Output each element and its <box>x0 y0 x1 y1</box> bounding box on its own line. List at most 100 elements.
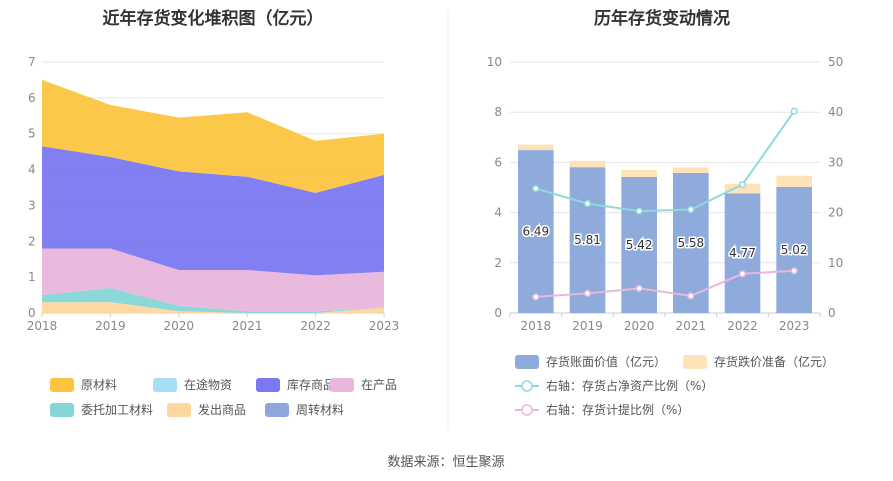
left-legend-item[interactable]: 库存商品 <box>256 377 335 392</box>
legend-swatch <box>50 378 74 392</box>
legend-swatch <box>153 378 177 392</box>
left-y-tick: 5 <box>28 127 36 141</box>
area-委托加工材料 <box>42 287 384 313</box>
right-y-axis-left: 0 2 4 6 8 10 <box>487 55 502 320</box>
bar-book-value <box>569 167 606 313</box>
bar-value-label: 5.42 <box>626 238 653 252</box>
right-x-tick: 2019 <box>572 319 603 333</box>
line-point <box>532 184 540 193</box>
legend-label: 在产品 <box>361 378 397 392</box>
legend-label: 库存商品 <box>287 377 335 392</box>
line-series <box>535 269 795 298</box>
right-x-tick: 2022 <box>727 319 758 333</box>
right-legend: 存货账面价值（亿元） 存货跌价准备（亿元）右轴：存货占净资产比例（%） 右轴：存货计… <box>515 354 834 417</box>
bar-impairment <box>518 144 554 151</box>
right-x-tick: 2018 <box>521 319 552 333</box>
right-y2-tick: 50 <box>828 55 843 69</box>
left-y-axis: 0 1 2 3 4 5 6 7 <box>28 55 36 320</box>
line-point <box>738 180 747 189</box>
right-y-tick: 0 <box>494 306 502 320</box>
right-bar-series <box>518 144 812 313</box>
left-area-series <box>42 79 384 313</box>
legend-label: 存货账面价值（亿元） <box>546 354 666 369</box>
right-y2-tick: 20 <box>828 206 843 220</box>
bar-impairment <box>673 167 709 173</box>
line-point <box>790 267 798 275</box>
right-chart-title: 历年存货变动情况 <box>594 8 730 29</box>
legend-swatch <box>330 378 354 392</box>
line-point <box>635 284 643 292</box>
right-legend-item[interactable]: 右轴：存货计提比例（%） <box>515 402 689 417</box>
right-y-axis-right: 0 10 20 30 40 50 <box>828 55 843 320</box>
left-legend-item[interactable]: 在途物资 <box>153 377 232 392</box>
left-legend-item[interactable]: 原材料 <box>50 378 117 392</box>
legend-label: 在途物资 <box>184 377 232 392</box>
left-y-tick: 4 <box>28 163 36 177</box>
right-y2-tick: 10 <box>828 256 843 270</box>
bar-book-value <box>518 150 554 313</box>
legend-swatch <box>515 355 539 369</box>
right-grid <box>510 61 820 314</box>
data-source: 数据来源：恒生聚源 <box>387 455 504 470</box>
left-legend-item[interactable]: 发出商品 <box>167 402 246 417</box>
bar-line-chart: 历年存货变动情况 6.49 5.81 5.42 5.58 4.77 5.02 0 2 4 6 8 1… <box>487 8 844 417</box>
right-legend-item[interactable]: 存货跌价准备（亿元） <box>683 354 834 369</box>
left-legend-item[interactable]: 委托加工材料 <box>50 403 153 417</box>
legend-label: 存货跌价准备（亿元） <box>714 354 834 369</box>
line-series <box>535 110 796 213</box>
area-在产品 <box>42 248 384 312</box>
left-legend-item[interactable]: 周转材料 <box>265 402 344 417</box>
area-库存商品 <box>42 146 384 276</box>
left-x-tick: 2019 <box>95 319 126 333</box>
legend-label: 右轴：存货计提比例（%） <box>546 402 689 417</box>
legend-swatch <box>50 403 74 417</box>
line-point <box>532 293 540 301</box>
right-y-tick: 2 <box>494 256 502 270</box>
legend-swatch <box>683 355 707 369</box>
left-x-tick: 2021 <box>232 319 263 333</box>
right-x-tick: 2023 <box>779 319 810 333</box>
legend-swatch <box>265 403 289 417</box>
legend-label: 原材料 <box>81 378 117 392</box>
area-发出商品 <box>42 302 384 313</box>
right-y-tick: 6 <box>494 155 502 169</box>
legend-swatch <box>256 378 280 392</box>
legend-label: 右轴：存货占净资产比例（%） <box>546 378 713 393</box>
right-legend-item[interactable]: 存货账面价值（亿元） <box>515 354 666 369</box>
left-legend-item[interactable]: 在产品 <box>330 378 397 392</box>
legend-marker <box>521 380 533 392</box>
bar-impairment <box>724 183 761 194</box>
right-bar-labels: 6.49 5.81 5.42 5.58 4.77 5.02 <box>521 223 809 262</box>
left-y-tick: 1 <box>28 270 36 284</box>
legend-label: 委托加工材料 <box>81 403 153 417</box>
bar-value-label: 5.81 <box>574 233 601 247</box>
left-y-tick: 3 <box>28 198 36 212</box>
right-x-tick: 2020 <box>624 319 655 333</box>
left-y-tick: 2 <box>28 234 36 248</box>
right-y-tick: 8 <box>494 105 502 119</box>
right-legend-item[interactable]: 右轴：存货占净资产比例（%） <box>515 378 713 393</box>
right-y2-tick: 30 <box>828 155 843 169</box>
legend-label: 周转材料 <box>296 402 344 417</box>
bar-impairment <box>569 160 606 168</box>
line-point <box>583 200 592 208</box>
right-x-tick: 2021 <box>676 319 707 333</box>
left-y-tick: 6 <box>28 91 36 105</box>
left-x-tick: 2023 <box>369 319 400 333</box>
line-point <box>738 270 747 278</box>
bar-book-value <box>776 186 812 313</box>
line-point <box>790 107 798 115</box>
bar-value-label: 4.77 <box>729 246 756 260</box>
line-point <box>635 207 643 215</box>
line-point <box>583 289 592 297</box>
bar-value-label: 5.02 <box>781 243 808 257</box>
right-y2-tick: 0 <box>828 306 836 320</box>
bar-impairment <box>621 169 657 177</box>
right-y-tick: 10 <box>487 55 502 69</box>
right-y-tick: 4 <box>494 206 502 220</box>
legend-swatch <box>167 403 191 417</box>
legend-label: 发出商品 <box>198 402 246 417</box>
bar-value-label: 5.58 <box>677 236 704 250</box>
